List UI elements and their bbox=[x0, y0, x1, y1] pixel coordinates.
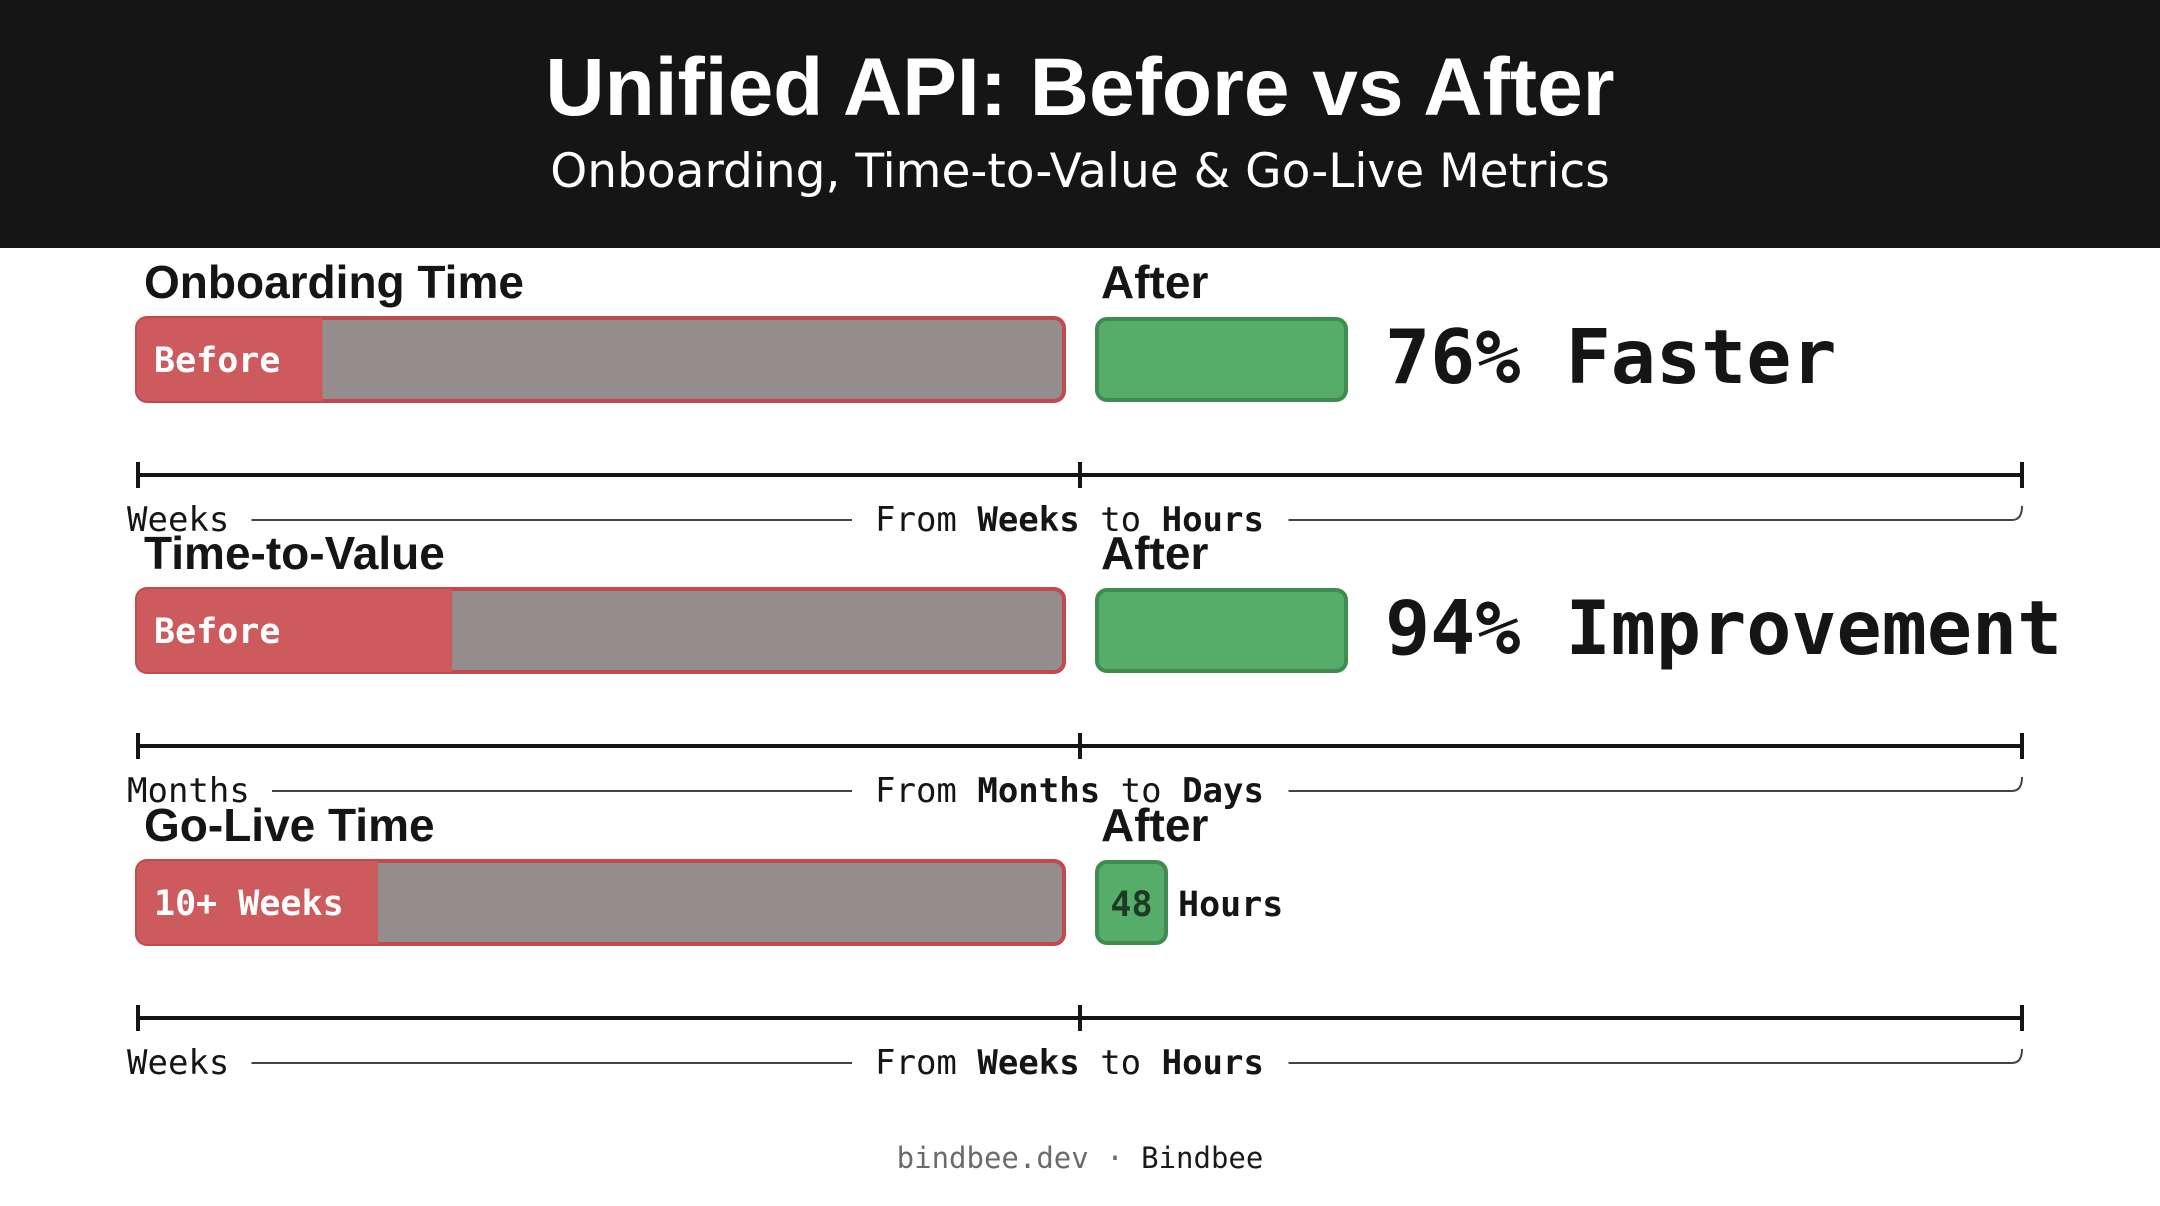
axis-to-unit: Days bbox=[1182, 771, 1264, 811]
footer-site: bindbee.dev bbox=[896, 1141, 1089, 1175]
after-title: After bbox=[1101, 256, 1208, 308]
footer: bindbee.dev · Bindbee bbox=[0, 1138, 2160, 1178]
before-bar-fill bbox=[137, 861, 379, 944]
after-bar bbox=[1095, 588, 1348, 673]
axis-from-word: From bbox=[875, 1043, 977, 1083]
axis-guide-line bbox=[1288, 505, 2023, 521]
after-title: After bbox=[1101, 527, 1208, 579]
axis-to-word: to bbox=[1100, 771, 1182, 811]
axis-start-label: Weeks bbox=[127, 500, 229, 540]
before-bar-label: 10+ Weeks bbox=[154, 884, 344, 924]
axis-to-unit: Hours bbox=[1162, 500, 1264, 540]
axis-from-unit: Weeks bbox=[977, 500, 1079, 540]
axis-guide-line bbox=[1288, 1048, 2023, 1064]
chart-subtitle: Onboarding, Time-to-Value & Go-Live Metr… bbox=[550, 144, 1610, 199]
before-bar-fill bbox=[137, 318, 323, 401]
axis-range-caption: From Months to Days bbox=[875, 771, 1264, 811]
axis-from-word: From bbox=[875, 771, 977, 811]
header-band: Unified API: Before vs After Onboarding,… bbox=[0, 0, 2160, 248]
axis-to-word: to bbox=[1080, 500, 1162, 540]
axis-from-unit: Months bbox=[977, 771, 1100, 811]
before-bar-fill bbox=[137, 589, 453, 672]
improvement-callout: 94% Improvement bbox=[1385, 584, 2062, 672]
metric-panel: Time-to-Value After Before 94% Improvement M… bbox=[127, 527, 2062, 811]
axis-range-caption: From Weeks to Hours bbox=[875, 1043, 1264, 1083]
axis-from-word: From bbox=[875, 500, 977, 540]
panel-title: Go-Live Time bbox=[144, 799, 435, 851]
after-bar bbox=[1095, 317, 1348, 402]
after-bar bbox=[1095, 860, 1168, 945]
after-bar-value: 48 bbox=[1110, 885, 1152, 925]
after-bar-unit: Hours bbox=[1178, 885, 1283, 925]
before-bar-label: Before bbox=[154, 341, 280, 381]
before-bar-label: Before bbox=[154, 612, 280, 652]
after-title: After bbox=[1101, 799, 1208, 851]
axis-range-caption: From Weeks to Hours bbox=[875, 500, 1264, 540]
metric-panel: Onboarding Time After Before 76% Faster Week… bbox=[127, 256, 2024, 540]
axis-start-label: Weeks bbox=[127, 1043, 229, 1083]
footer-separator: · bbox=[1106, 1141, 1124, 1175]
panel-title: Time-to-Value bbox=[144, 527, 445, 579]
axis-to-word: to bbox=[1080, 1043, 1162, 1083]
chart-title: Unified API: Before vs After bbox=[545, 42, 1615, 133]
axis-guide-line bbox=[1288, 776, 2023, 792]
axis-to-unit: Hours bbox=[1162, 1043, 1264, 1083]
axis-from-unit: Weeks bbox=[977, 1043, 1079, 1083]
improvement-callout: 76% Faster bbox=[1385, 313, 1837, 401]
footer-brand: Bindbee bbox=[1141, 1141, 1264, 1175]
panel-title: Onboarding Time bbox=[144, 256, 524, 308]
axis-start-label: Months bbox=[127, 771, 250, 811]
